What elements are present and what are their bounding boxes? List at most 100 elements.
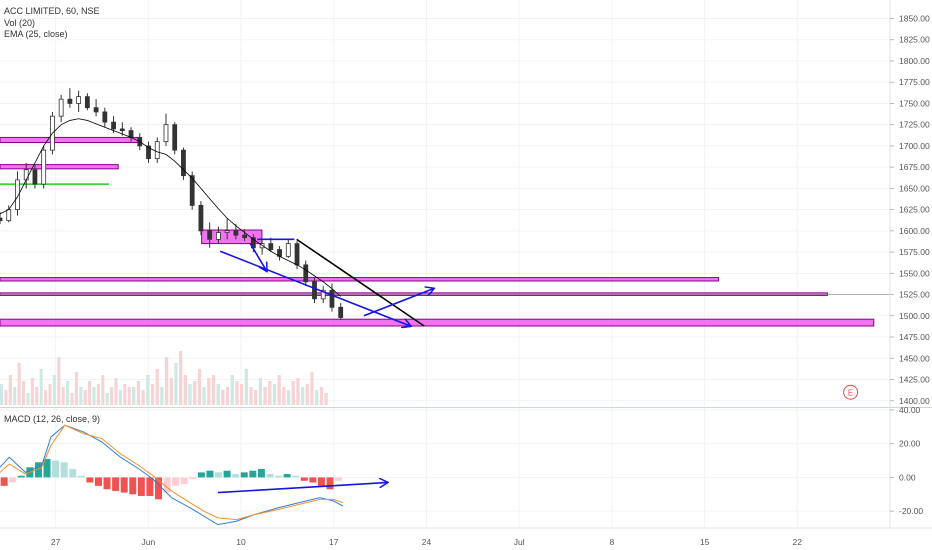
macd-histogram-bar: [180, 477, 188, 485]
symbol-title[interactable]: ACC LIMITED, 60, NSE: [4, 6, 100, 16]
volume-bar: [52, 375, 56, 405]
price-tick-label: 1550.00: [899, 268, 930, 278]
macd-histogram-bar: [120, 477, 128, 493]
macd-histogram-bar: [292, 475, 300, 478]
ema-legend[interactable]: EMA (25, close): [4, 29, 68, 39]
volume-bar: [188, 384, 192, 405]
macd-histogram-bar: [129, 477, 137, 495]
candle-body: [32, 169, 38, 185]
macd-histogram-bar: [326, 477, 334, 490]
volume-bar: [235, 381, 239, 405]
volume-bar: [221, 390, 225, 405]
volume-bar: [127, 387, 131, 405]
candle-body: [0, 217, 3, 222]
price-tick-label: 1825.00: [899, 35, 930, 45]
macd-histogram-bar: [9, 477, 17, 483]
candle-body: [111, 121, 116, 130]
volume-bar: [239, 384, 244, 405]
macd-histogram-bar: [309, 477, 317, 483]
volume-bar: [110, 387, 114, 405]
price-tick-label: 1750.00: [899, 98, 930, 108]
candle-body: [6, 209, 12, 222]
candle-body: [198, 204, 204, 232]
volume-bar: [296, 378, 300, 405]
volume-bar: [216, 384, 220, 405]
volume-bar: [17, 363, 21, 405]
date-tick-label: 17: [329, 537, 339, 547]
volume-bar: [30, 378, 34, 405]
macd-histogram-bar: [172, 477, 180, 486]
price-tick-label: 1500.00: [899, 311, 930, 321]
volume-legend[interactable]: Vol (20): [4, 17, 36, 28]
date-tick-label: 15: [700, 537, 710, 547]
volume-bar: [319, 387, 324, 405]
candle-body: [233, 230, 239, 236]
macd-histogram-bar: [317, 477, 325, 486]
volume-bar: [211, 375, 216, 405]
volume-bar: [13, 387, 17, 405]
volume-bar: [150, 384, 155, 405]
volume-bar: [244, 369, 248, 405]
macd-histogram-bar: [257, 469, 265, 478]
price-tick-label: 1725.00: [899, 120, 930, 130]
volume-bar: [66, 381, 70, 405]
trendline: [296, 238, 425, 327]
volume-bar: [4, 390, 8, 405]
candle-body: [93, 107, 99, 113]
volume-bar: [114, 378, 118, 405]
volume-bar: [183, 375, 187, 405]
macd-histogram-bar: [17, 475, 25, 478]
volume-bar: [160, 387, 164, 405]
price-tick-label: 1775.00: [899, 77, 930, 87]
macd-histogram-bar: [335, 477, 343, 481]
candle-body: [312, 281, 317, 300]
macd-histogram-bar: [206, 470, 214, 478]
volume-bar: [118, 390, 122, 405]
volume-bar: [70, 393, 74, 405]
candle-body: [285, 243, 291, 257]
macd-tick-label: 20.00: [899, 439, 921, 449]
candle-body: [128, 130, 134, 138]
candle-body: [15, 179, 20, 211]
volume-bar: [22, 381, 26, 405]
volume-bar: [324, 393, 328, 405]
volume-bar: [57, 357, 61, 405]
price-zone: [0, 277, 719, 282]
candle-body: [207, 230, 213, 240]
volume-bar: [305, 384, 309, 405]
price-zone: [0, 136, 140, 144]
price-tick-label: 1700.00: [899, 141, 930, 151]
volume-bar: [230, 375, 234, 405]
price-tick-label: 1575.00: [899, 247, 930, 257]
volume-bar: [83, 390, 87, 405]
volume-bar: [193, 381, 197, 405]
volume-bar: [92, 387, 96, 405]
macd-histogram-bar: [60, 462, 68, 478]
volume-bar: [79, 387, 83, 405]
macd-histogram-bar: [300, 477, 308, 481]
macd-histogram-bar: [189, 477, 197, 480]
volume-bar: [272, 384, 277, 405]
macd-legend[interactable]: MACD (12, 26, close, 9): [4, 414, 101, 424]
macd-histogram-bar: [154, 477, 162, 500]
price-zone: [0, 292, 828, 296]
price-tick-label: 1800.00: [899, 56, 930, 66]
date-tick-label: 10: [236, 537, 246, 547]
candle-body: [242, 234, 248, 239]
macd-histogram-bar: [240, 472, 248, 478]
volume-bar: [197, 369, 202, 405]
volume-bar: [258, 378, 263, 405]
volume-bar: [96, 384, 100, 405]
trend-arrow: [249, 243, 266, 271]
macd-histogram-bar: [163, 477, 171, 493]
volume-bar: [282, 387, 286, 405]
macd-tick-label: 40.00: [899, 405, 921, 415]
trend-arrow: [363, 289, 434, 317]
macd-histogram-bar: [283, 474, 291, 478]
volume-bar: [141, 390, 145, 405]
macd-histogram-bar: [77, 475, 85, 478]
macd-histogram-bar: [266, 474, 274, 478]
price-tick-label: 1525.00: [899, 290, 930, 300]
ema-line: [0, 118, 341, 297]
